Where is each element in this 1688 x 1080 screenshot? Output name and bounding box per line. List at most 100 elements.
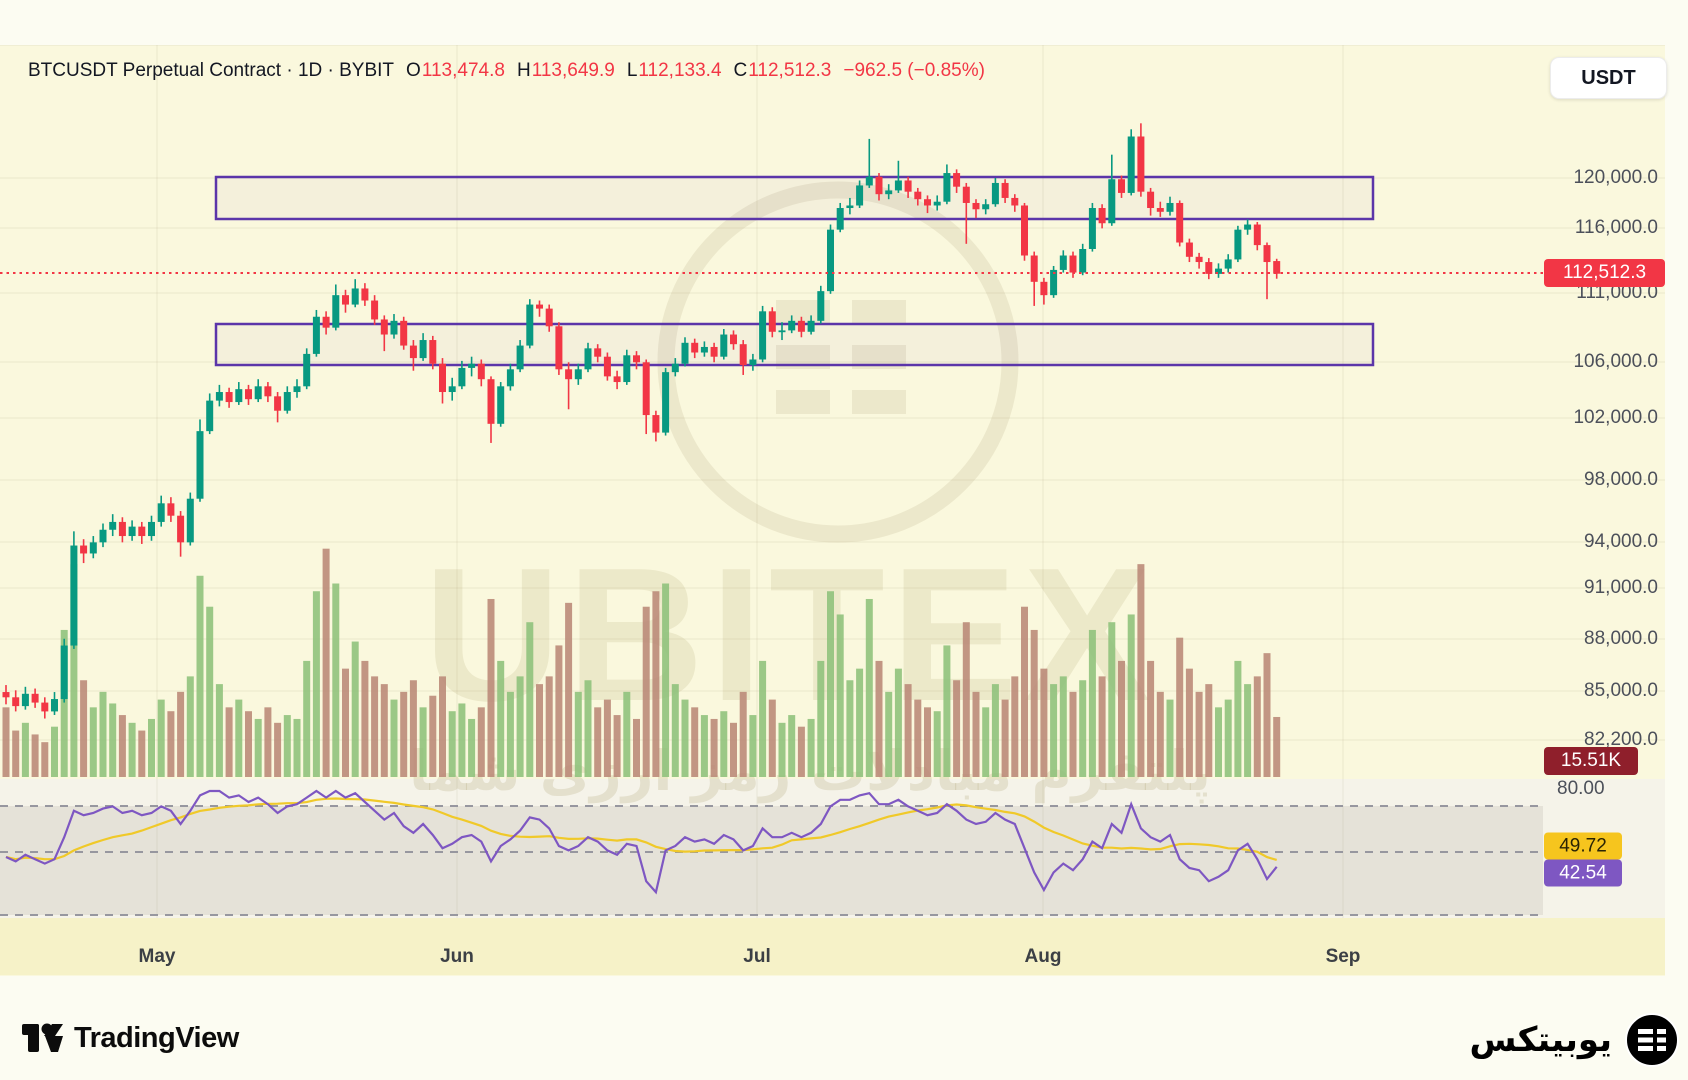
candle-body	[31, 693, 39, 703]
candle-body	[1263, 245, 1271, 263]
volume-bar	[12, 730, 20, 777]
volume-bar	[361, 660, 369, 777]
candle-body	[797, 320, 805, 332]
rsi-pane-background	[0, 779, 1665, 918]
volume-bar	[982, 707, 990, 777]
candle-body	[1088, 208, 1096, 249]
candle-body	[652, 415, 660, 433]
candle-body	[962, 186, 970, 203]
volume-bar	[148, 718, 155, 777]
rsi-ma-line	[5, 797, 1278, 861]
volume-bar	[439, 676, 446, 777]
volume-bar	[885, 691, 893, 777]
symbol-title[interactable]: BTCUSDT Perpetual Contract · 1D · BYBIT	[28, 60, 395, 81]
tradingview-label[interactable]: TradingView	[74, 1021, 239, 1054]
volume-bar	[565, 602, 573, 777]
volume-bar	[846, 680, 854, 777]
candle-body	[739, 344, 747, 366]
candle-body	[894, 180, 902, 191]
volume-bar	[448, 711, 456, 777]
volume-bar	[41, 742, 49, 777]
volume-bar	[409, 680, 417, 777]
candle-body	[885, 190, 893, 195]
candle-body	[623, 355, 631, 383]
price-tick-label: 91,000.0	[1584, 577, 1658, 598]
tradingview-attribution[interactable]: TradingView	[22, 1018, 239, 1058]
volume-bar	[458, 703, 466, 777]
volume-bar	[1195, 691, 1203, 777]
currency-toggle-button[interactable]: USDT	[1550, 57, 1667, 99]
candle-body	[458, 367, 466, 387]
volume-bar	[1118, 660, 1125, 777]
volume-bar	[1059, 676, 1067, 777]
ubitex-attribution[interactable]: يوبيتكس	[1470, 1012, 1680, 1068]
volume-bar	[681, 699, 689, 777]
candle-body	[613, 376, 621, 383]
volume-bar	[1215, 707, 1222, 777]
candle-body	[439, 363, 446, 393]
candle-body	[565, 369, 573, 380]
watermark-circle-icon	[657, 181, 1019, 543]
volume-bar	[109, 703, 117, 777]
volume-bar	[80, 680, 88, 777]
volume-bar	[157, 699, 165, 777]
candle-body	[332, 295, 340, 328]
candle-body	[21, 693, 29, 707]
candle-body	[1001, 182, 1009, 198]
volume-bar	[768, 699, 776, 777]
candle-body	[875, 176, 883, 195]
volume-bar	[497, 660, 505, 777]
volume-bar	[429, 695, 437, 777]
ubitex-label[interactable]: يوبيتكس	[1469, 1020, 1612, 1060]
candle-body	[807, 320, 815, 332]
volume-bar	[759, 660, 767, 777]
candle-body	[196, 431, 204, 499]
last-price-badge: 112,512.3	[1544, 259, 1665, 287]
volume-bar	[342, 668, 349, 777]
candle-body	[1118, 179, 1125, 193]
volume-bar	[322, 548, 330, 777]
candle-body	[157, 503, 165, 522]
volume-bar	[1253, 676, 1261, 777]
candle-body	[380, 319, 388, 335]
symbol-header[interactable]: BTCUSDT Perpetual Contract · 1D · BYBIT …	[28, 60, 985, 82]
volume-bar	[526, 622, 534, 777]
candle-body	[12, 697, 20, 707]
resistance-zone	[214, 175, 1375, 221]
candle-body	[1069, 255, 1077, 273]
volume-bar	[894, 668, 902, 777]
candle-body	[671, 363, 679, 373]
candle-body	[1195, 256, 1203, 263]
candle-body	[400, 320, 408, 346]
candle-body	[574, 369, 582, 380]
candle-body	[186, 498, 194, 543]
candle-body	[51, 699, 58, 712]
candle-body	[245, 389, 252, 400]
volume-bar	[196, 575, 204, 777]
price-tick-label: 98,000.0	[1584, 469, 1658, 490]
volume-bar	[1224, 699, 1232, 777]
candle-body	[933, 201, 941, 206]
volume-bar	[371, 676, 379, 777]
volume-bar	[128, 722, 136, 777]
volume-bar	[788, 715, 796, 777]
candle-body	[594, 348, 602, 357]
volume-bar	[1011, 676, 1019, 777]
candle-body	[274, 396, 282, 411]
volume-bar	[351, 641, 359, 777]
volume-bar	[739, 691, 747, 777]
volume-bar	[710, 718, 718, 777]
candle-body	[856, 185, 864, 206]
volume-bar	[1234, 660, 1242, 777]
volume-bar	[215, 684, 223, 777]
candle-body	[215, 392, 223, 401]
price-tick-label: 106,000.0	[1573, 351, 1658, 372]
candle-body	[836, 208, 844, 230]
volume-bar	[827, 591, 834, 777]
month-label-sep: Sep	[1325, 946, 1361, 967]
volume-bar	[264, 707, 272, 777]
change-value: −962.5 (−0.85%)	[843, 60, 985, 81]
volume-bar	[206, 606, 214, 777]
volume-bar	[652, 591, 660, 777]
candle-body	[1166, 202, 1174, 212]
